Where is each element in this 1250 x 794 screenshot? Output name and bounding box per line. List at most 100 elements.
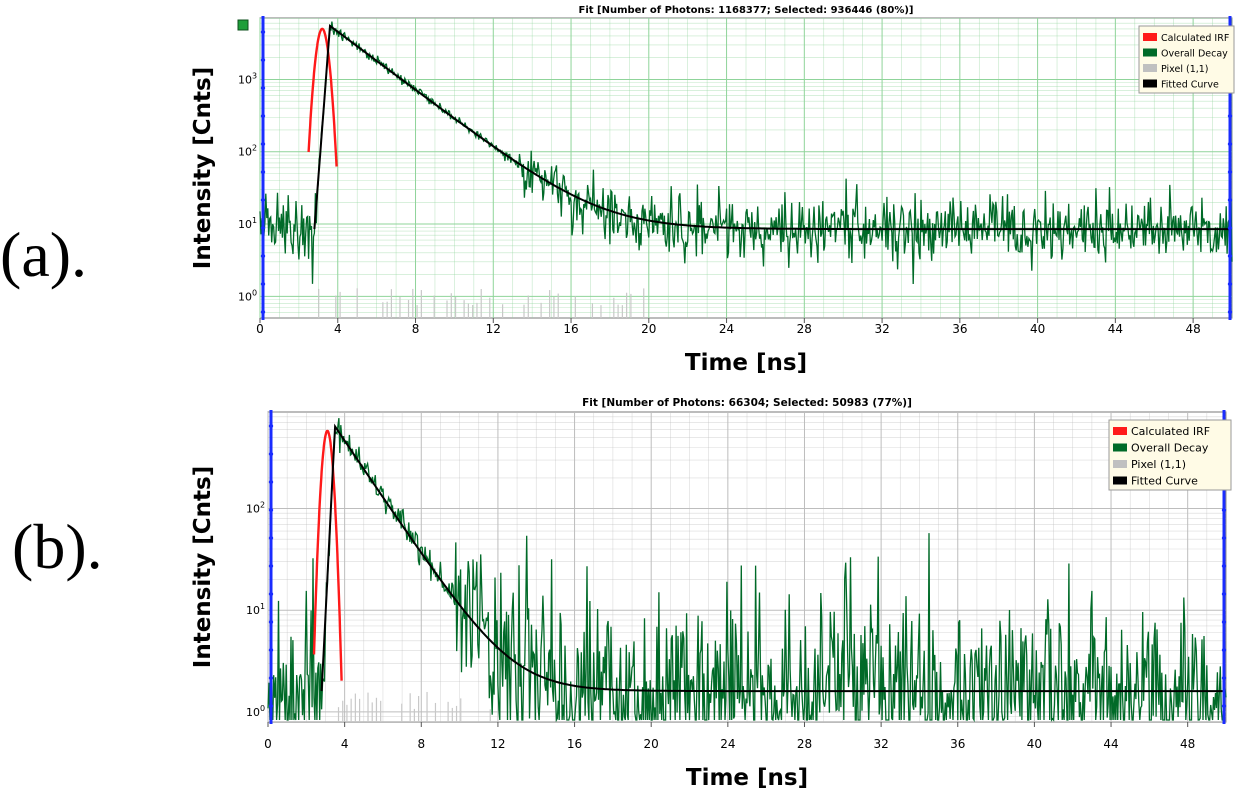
range-marker-dot (1221, 591, 1227, 597)
range-marker-dot (268, 675, 274, 681)
x-tick-label: 28 (797, 322, 812, 336)
x-tick-label: 32 (873, 737, 888, 751)
range-marker-dot (260, 253, 266, 259)
legend-label: Pixel (1,1) (1161, 64, 1209, 75)
x-tick-label: 20 (641, 322, 656, 336)
x-tick-label: 12 (486, 322, 501, 336)
x-tick-label: 4 (341, 737, 349, 751)
legend-swatch (1113, 476, 1127, 485)
range-marker-dot (260, 113, 266, 119)
x-tick-label: 40 (1030, 322, 1045, 336)
y-axis-label: Intensity [Cnts] (190, 466, 216, 668)
range-marker-dot (268, 507, 274, 513)
x-tick-label: 4 (334, 322, 342, 336)
y-tick-label: 101 (246, 602, 265, 617)
x-axis-label: Time [ns] (686, 765, 808, 791)
range-marker-dot (268, 647, 274, 653)
legend-label: Overall Decay (1161, 49, 1228, 60)
range-marker-dot (260, 281, 266, 287)
y-tick-label: 103 (238, 71, 257, 86)
legend-box (1108, 419, 1232, 491)
range-marker-dot (268, 479, 274, 485)
x-tick-label: 0 (264, 737, 272, 751)
x-tick-label: 36 (952, 322, 967, 336)
range-marker-dot (1227, 253, 1233, 259)
calculated-irf-series (312, 429, 343, 681)
range-marker-dot (1227, 197, 1233, 203)
y-tick-label: 100 (238, 288, 257, 303)
range-marker-dot (260, 57, 266, 63)
x-tick-label: 44 (1108, 322, 1123, 336)
x-tick-label: 48 (1180, 737, 1195, 751)
x-tick-label: 8 (417, 737, 425, 751)
x-tick-label: 44 (1103, 737, 1118, 751)
panel-label-b: (b). (12, 511, 103, 582)
legend-swatch (1113, 443, 1127, 452)
range-marker-dot (268, 451, 274, 457)
x-axis-label: Time [ns] (685, 350, 807, 376)
x-tick-label: 8 (412, 322, 420, 336)
range-marker-dot (260, 29, 266, 35)
range-marker-dot (260, 85, 266, 91)
y-axis-label: Intensity [Cnts] (190, 67, 216, 269)
x-tick-label: 36 (950, 737, 965, 751)
panel-label-a: (a). (0, 219, 88, 290)
x-tick-label: 20 (644, 737, 659, 751)
range-marker-dot (1227, 281, 1233, 287)
range-marker-dot (1227, 309, 1233, 315)
x-tick-label: 32 (874, 322, 889, 336)
y-tick-label: 100 (246, 704, 265, 719)
range-marker-dot (260, 169, 266, 175)
range-marker-dot (1227, 141, 1233, 147)
y-tick-label: 101 (238, 216, 257, 231)
overall-decay-series (259, 21, 1233, 285)
legend-swatch (1143, 79, 1157, 88)
range-marker-dot (260, 141, 266, 147)
chart-title: Fit [Number of Photons: 1168377; Selecte… (579, 5, 914, 16)
legend-label: Fitted Curve (1161, 80, 1219, 91)
legend-swatch (1143, 48, 1157, 57)
x-tick-label: 16 (567, 737, 582, 751)
x-tick-label: 12 (490, 737, 505, 751)
range-marker-dot (260, 309, 266, 315)
range-marker-dot (268, 619, 274, 625)
legend-label: Calculated IRF (1131, 425, 1210, 438)
range-marker-dot (1221, 647, 1227, 653)
range-marker-dot (1221, 703, 1227, 709)
legend-label: Calculated IRF (1161, 33, 1229, 44)
x-tick-label: 28 (797, 737, 812, 751)
range-marker-dot (1221, 563, 1227, 569)
legend-label: Fitted Curve (1131, 475, 1198, 488)
range-marker-dot (268, 423, 274, 429)
series-toggle-icon (237, 19, 249, 31)
range-marker-dot (268, 703, 274, 709)
x-tick-label: 0 (256, 322, 264, 336)
legend-swatch (1113, 427, 1127, 435)
calculated-irf-series (307, 27, 338, 167)
overall-decay-series (267, 418, 1227, 723)
x-tick-label: 40 (1027, 737, 1042, 751)
y-tick-label: 102 (246, 501, 265, 516)
y-tick-label: 102 (238, 144, 257, 159)
range-marker-dot (1227, 225, 1233, 231)
x-tick-label: 24 (719, 322, 734, 336)
range-marker-dot (260, 225, 266, 231)
range-marker-dot (1227, 169, 1233, 175)
legend-swatch (1143, 64, 1157, 72)
range-marker-dot (268, 591, 274, 597)
range-marker-dot (1221, 535, 1227, 541)
fitted-curve-series (320, 423, 1225, 693)
range-marker-dot (260, 197, 266, 203)
x-tick-label: 48 (1185, 322, 1200, 336)
range-marker-dot (1227, 113, 1233, 119)
range-marker-dot (1221, 675, 1227, 681)
fitted-curve-series (313, 24, 1231, 231)
range-marker-dot (1221, 619, 1227, 625)
range-marker-dot (1221, 507, 1227, 513)
range-marker-dot (268, 563, 274, 569)
legend-swatch (1113, 460, 1127, 468)
legend-label: Pixel (1,1) (1131, 458, 1186, 471)
x-tick-label: 24 (720, 737, 735, 751)
